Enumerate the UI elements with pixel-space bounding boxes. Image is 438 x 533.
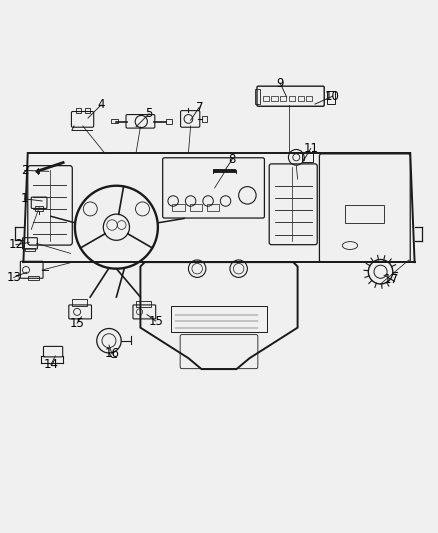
Text: 17: 17 — [384, 273, 399, 286]
Bar — [171, 306, 267, 332]
Bar — [85, 108, 90, 113]
Bar — [25, 248, 35, 251]
Bar — [72, 299, 87, 306]
Text: 13: 13 — [7, 271, 21, 284]
Bar — [202, 116, 207, 122]
Bar — [190, 204, 202, 211]
Text: 8: 8 — [228, 153, 236, 166]
Text: 2: 2 — [21, 164, 28, 177]
Bar — [166, 119, 172, 124]
Text: 15: 15 — [148, 314, 163, 328]
Text: 5: 5 — [145, 107, 153, 120]
Bar — [76, 108, 81, 113]
Bar — [345, 205, 384, 223]
Text: 7: 7 — [196, 101, 203, 114]
Text: 15: 15 — [70, 317, 85, 330]
Bar — [327, 91, 335, 103]
Text: 16: 16 — [105, 348, 120, 360]
Bar — [35, 206, 43, 211]
Text: 9: 9 — [276, 77, 284, 90]
Bar — [207, 204, 219, 211]
Text: 11: 11 — [303, 142, 318, 155]
Text: 12: 12 — [8, 238, 24, 251]
Bar — [172, 204, 184, 211]
Bar — [302, 153, 313, 161]
Bar — [297, 96, 304, 101]
Bar — [136, 301, 151, 306]
Text: 10: 10 — [325, 90, 340, 103]
Text: 4: 4 — [97, 99, 105, 111]
Bar — [263, 96, 269, 101]
Bar — [272, 96, 278, 101]
Text: 1: 1 — [21, 192, 28, 205]
Bar — [306, 96, 312, 101]
Bar — [111, 119, 118, 123]
Bar — [280, 96, 286, 101]
Bar — [255, 89, 260, 104]
Bar — [28, 276, 39, 280]
Text: 14: 14 — [43, 358, 58, 372]
Bar — [289, 96, 295, 101]
